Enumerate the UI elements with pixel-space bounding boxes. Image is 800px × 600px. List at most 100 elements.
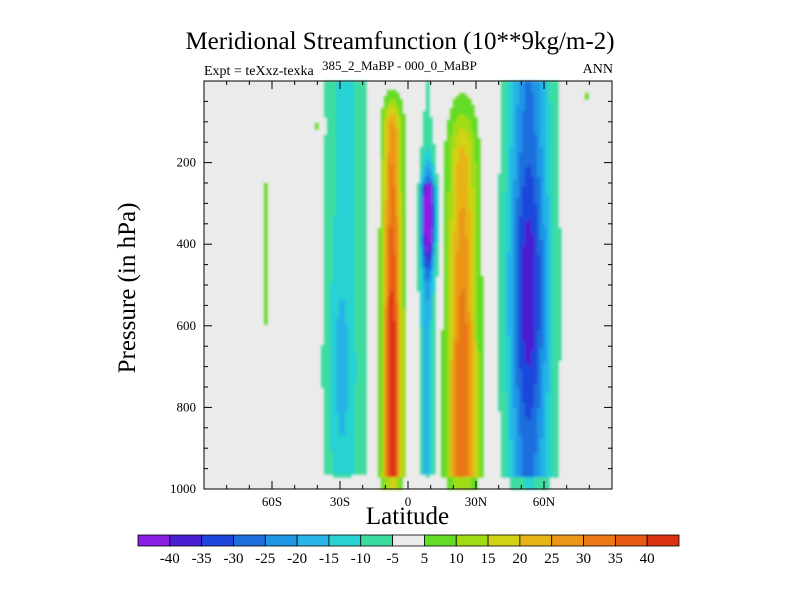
contour-cell xyxy=(420,264,424,268)
contour-cell xyxy=(357,120,361,124)
contour-cell xyxy=(396,165,400,169)
contour-cell xyxy=(447,291,451,295)
contour-cell xyxy=(450,282,454,286)
contour-cell xyxy=(555,255,559,259)
contour-cell xyxy=(549,324,553,328)
contour-cell xyxy=(531,300,535,304)
contour-cell xyxy=(507,318,511,322)
contour-cell xyxy=(552,315,556,319)
contour-cell xyxy=(552,294,556,298)
contour-cell xyxy=(330,204,334,208)
contour-cell xyxy=(399,117,403,121)
contour-cell xyxy=(396,180,400,184)
contour-cell xyxy=(462,171,466,175)
contour-cell xyxy=(501,141,505,145)
contour-cell xyxy=(432,204,436,208)
contour-cell xyxy=(339,225,343,229)
contour-cell xyxy=(336,285,340,289)
contour-cell xyxy=(420,225,424,229)
contour-cell xyxy=(507,207,511,211)
contour-cell xyxy=(516,198,520,202)
contour-cell xyxy=(507,213,511,217)
contour-cell xyxy=(450,138,454,142)
contour-cell xyxy=(432,321,436,325)
contour-cell xyxy=(552,96,556,100)
contour-cell xyxy=(510,234,514,238)
contour-cell xyxy=(333,312,337,316)
contour-cell xyxy=(432,261,436,265)
contour-cell xyxy=(351,147,355,151)
contour-cell xyxy=(339,165,343,169)
contour-cell xyxy=(381,270,385,274)
contour-cell xyxy=(387,288,391,292)
contour-cell xyxy=(381,228,385,232)
contour-cell xyxy=(558,246,562,250)
contour-cell xyxy=(429,117,433,121)
contour-cell xyxy=(507,231,511,235)
contour-cell xyxy=(543,321,547,325)
contour-cell xyxy=(549,216,553,220)
contour-cell xyxy=(402,114,406,118)
contour-cell xyxy=(342,93,346,97)
contour-cell xyxy=(459,228,463,232)
contour-cell xyxy=(549,285,553,289)
contour-cell xyxy=(360,255,364,259)
contour-cell xyxy=(324,147,328,151)
contour-cell xyxy=(465,228,469,232)
contour-cell xyxy=(528,243,532,247)
contour-cell xyxy=(450,165,454,169)
contour-cell xyxy=(378,249,382,253)
contour-cell xyxy=(552,135,556,139)
contour-cell xyxy=(504,207,508,211)
contour-cell xyxy=(390,321,394,325)
contour-cell xyxy=(357,255,361,259)
contour-cell xyxy=(384,330,388,334)
contour-cell xyxy=(459,171,463,175)
contour-cell xyxy=(354,297,358,301)
contour-cell xyxy=(516,135,520,139)
contour-cell xyxy=(333,162,337,166)
contour-cell xyxy=(339,297,343,301)
contour-cell xyxy=(510,213,514,217)
contour-cell xyxy=(363,297,367,301)
contour-cell xyxy=(534,222,538,226)
contour-cell xyxy=(333,165,337,169)
contour-cell xyxy=(516,105,520,109)
contour-cell xyxy=(327,186,331,190)
contour-cell xyxy=(345,315,349,319)
contour-cell xyxy=(555,105,559,109)
contour-cell xyxy=(534,201,538,205)
contour-cell xyxy=(549,225,553,229)
contour-cell xyxy=(525,168,529,172)
contour-cell xyxy=(465,159,469,163)
contour-cell xyxy=(345,195,349,199)
contour-cell xyxy=(513,201,517,205)
contour-cell xyxy=(333,210,337,214)
contour-cell xyxy=(333,306,337,310)
contour-cell xyxy=(330,231,334,235)
contour-cell xyxy=(399,99,403,103)
contour-cell xyxy=(342,138,346,142)
contour-cell xyxy=(351,129,355,133)
contour-cell xyxy=(531,99,535,103)
contour-cell xyxy=(468,252,472,256)
contour-cell xyxy=(399,252,403,256)
contour-cell xyxy=(516,189,520,193)
contour-cell xyxy=(363,276,367,280)
contour-cell xyxy=(399,183,403,187)
contour-cell xyxy=(504,264,508,268)
contour-cell xyxy=(384,141,388,145)
contour-cell xyxy=(453,150,457,154)
contour-cell xyxy=(354,225,358,229)
contour-cell xyxy=(480,315,484,319)
contour-cell xyxy=(522,231,526,235)
contour-cell xyxy=(396,246,400,250)
contour-cell xyxy=(525,192,529,196)
contour-cell xyxy=(387,150,391,154)
contour-cell xyxy=(402,258,406,262)
contour-cell xyxy=(513,258,517,262)
contour-cell xyxy=(522,201,526,205)
contour-cell xyxy=(330,282,334,286)
contour-cell xyxy=(381,222,385,226)
contour-cell xyxy=(528,324,532,328)
